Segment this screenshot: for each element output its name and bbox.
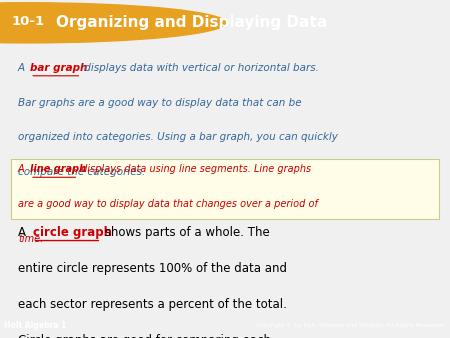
Text: 10-1: 10-1	[11, 16, 45, 28]
Text: A: A	[18, 63, 28, 73]
Text: line graph: line graph	[30, 165, 86, 174]
Text: shows parts of a whole. The: shows parts of a whole. The	[101, 226, 270, 239]
Text: A: A	[18, 226, 30, 239]
Text: A: A	[18, 165, 28, 174]
Text: organized into categories. Using a bar graph, you can quickly: organized into categories. Using a bar g…	[18, 132, 338, 142]
Text: displays data with vertical or horizontal bars.: displays data with vertical or horizonta…	[81, 63, 319, 73]
Text: compare the categories.: compare the categories.	[18, 167, 145, 177]
Text: Copyright © by Holt, Rinehart and Winston. All Rights Reserved.: Copyright © by Holt, Rinehart and Winsto…	[256, 322, 446, 328]
Text: time.: time.	[18, 234, 43, 244]
Text: Circle graphs are good for comparing each: Circle graphs are good for comparing eac…	[18, 334, 271, 338]
Text: Holt Algebra 1: Holt Algebra 1	[4, 321, 67, 330]
Text: entire circle represents 100% of the data and: entire circle represents 100% of the dat…	[18, 262, 287, 275]
Text: bar graph: bar graph	[30, 63, 87, 73]
Text: circle graph: circle graph	[33, 226, 112, 239]
Text: Bar graphs are a good way to display data that can be: Bar graphs are a good way to display dat…	[18, 98, 302, 108]
Circle shape	[0, 3, 226, 43]
Text: Organizing and Displaying Data: Organizing and Displaying Data	[56, 15, 328, 30]
FancyBboxPatch shape	[11, 159, 439, 219]
Text: each sector represents a percent of the total.: each sector represents a percent of the …	[18, 298, 287, 311]
Text: are a good way to display data that changes over a period of: are a good way to display data that chan…	[18, 199, 318, 209]
Text: displays data using line segments. Line graphs: displays data using line segments. Line …	[78, 165, 311, 174]
